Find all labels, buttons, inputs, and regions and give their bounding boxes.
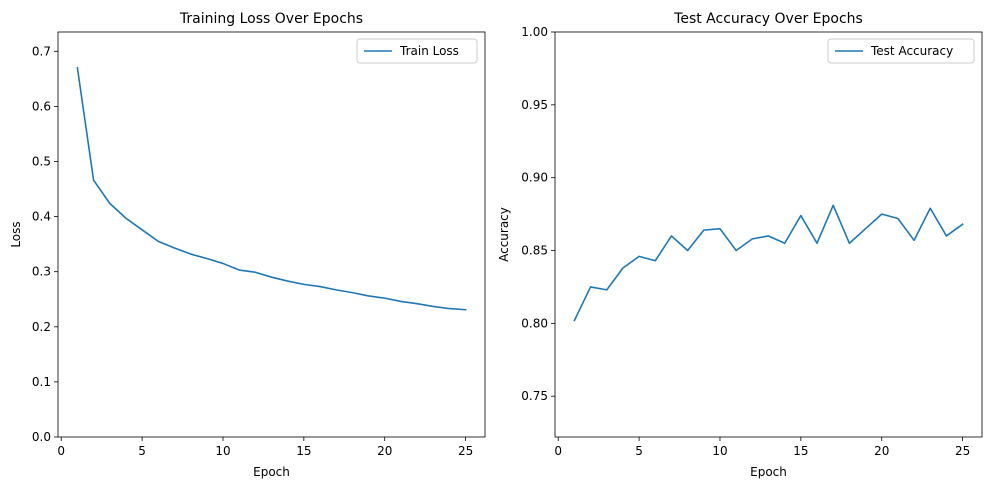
data-point xyxy=(735,250,737,252)
y-tick-label: 0.90 xyxy=(521,171,548,185)
data-point xyxy=(335,289,337,291)
data-point xyxy=(574,320,576,322)
data-point xyxy=(93,179,95,181)
x-axis-label: Epoch xyxy=(750,465,787,479)
data-point xyxy=(77,67,79,69)
data-point xyxy=(416,303,418,305)
data-point xyxy=(384,297,386,299)
data-point xyxy=(400,301,402,303)
y-tick-label: 0.6 xyxy=(32,99,51,113)
data-point xyxy=(800,215,802,217)
y-axis-label: Accuracy xyxy=(497,207,511,262)
chart-title: Test Accuracy Over Epochs xyxy=(673,11,863,27)
x-tick-label: 0 xyxy=(554,444,562,458)
data-point xyxy=(752,238,754,240)
data-point xyxy=(352,292,354,294)
data-point xyxy=(141,229,143,231)
data-point xyxy=(687,250,689,252)
legend-box xyxy=(827,38,975,64)
x-tick-label: 15 xyxy=(793,444,808,458)
y-tick-label: 0.2 xyxy=(32,320,51,334)
plot-frame xyxy=(57,31,486,438)
data-point xyxy=(946,235,948,237)
data-point xyxy=(432,306,434,308)
data-point xyxy=(174,247,176,249)
y-tick-label: 1.00 xyxy=(521,25,548,39)
data-point xyxy=(222,263,224,265)
y-tick-label: 0.1 xyxy=(32,375,51,389)
data-point xyxy=(671,235,673,237)
data-point xyxy=(125,217,127,219)
data-point xyxy=(206,258,208,260)
data-point xyxy=(849,242,851,244)
data-point xyxy=(832,205,834,207)
y-tick-label: 0.3 xyxy=(32,265,51,279)
legend: Test Accuracy xyxy=(827,38,975,64)
data-point xyxy=(190,253,192,255)
data-point xyxy=(929,207,931,209)
data-point xyxy=(622,267,624,269)
plot-frame xyxy=(554,31,983,438)
x-tick-label: 20 xyxy=(874,444,889,458)
y-axis-label: Loss xyxy=(9,221,23,247)
data-point xyxy=(962,224,964,226)
data-point xyxy=(654,260,656,262)
data-point xyxy=(784,242,786,244)
data-point xyxy=(865,228,867,230)
data-point xyxy=(768,235,770,237)
data-point xyxy=(465,309,467,311)
data-point xyxy=(109,203,111,205)
data-point xyxy=(287,280,289,282)
data-point xyxy=(271,276,273,278)
x-tick-label: 0 xyxy=(57,444,65,458)
data-point xyxy=(319,286,321,288)
data-point xyxy=(881,213,883,215)
data-point xyxy=(606,289,608,291)
data-point xyxy=(303,284,305,286)
x-tick-label: 10 xyxy=(215,444,230,458)
legend: Train Loss xyxy=(356,38,478,64)
legend-entry: Train Loss xyxy=(399,44,459,58)
data-point xyxy=(703,229,705,231)
legend-entry: Test Accuracy xyxy=(870,44,953,58)
data-point xyxy=(255,271,257,273)
data-point xyxy=(816,242,818,244)
x-tick-label: 20 xyxy=(377,444,392,458)
y-tick-label: 0.95 xyxy=(521,98,548,112)
data-point xyxy=(238,269,240,271)
x-tick-label: 10 xyxy=(712,444,727,458)
data-point xyxy=(368,295,370,297)
x-tick-label: 25 xyxy=(955,444,970,458)
y-tick-label: 0.7 xyxy=(32,44,51,58)
data-point xyxy=(913,240,915,242)
x-tick-label: 5 xyxy=(635,444,643,458)
x-tick-label: 15 xyxy=(296,444,311,458)
accuracy-chart: Test Accuracy Over Epochs 0 5 10 15 20 25 0.75 0… xyxy=(497,11,983,479)
data-point xyxy=(449,308,451,310)
x-axis-label: Epoch xyxy=(253,465,290,479)
series-line xyxy=(76,66,467,311)
x-tick-label: 25 xyxy=(458,444,473,458)
y-tick-label: 0.5 xyxy=(32,154,51,168)
y-tick-label: 0.4 xyxy=(32,210,51,224)
y-tick-label: 0.85 xyxy=(521,244,548,258)
y-tick-label: 0.0 xyxy=(32,430,51,444)
chart-title: Training Loss Over Epochs xyxy=(179,11,363,27)
y-tick-label: 0.80 xyxy=(521,316,548,330)
legend-box xyxy=(356,38,478,64)
loss-chart: Training Loss Over Epochs 0 5 10 15 20 25 0.0 0.… xyxy=(9,11,486,479)
data-point xyxy=(719,228,721,230)
data-point xyxy=(897,218,899,220)
x-tick-label: 5 xyxy=(138,444,146,458)
series-line xyxy=(573,204,964,322)
data-point xyxy=(590,286,592,288)
data-point xyxy=(638,256,640,258)
data-point xyxy=(157,241,159,243)
y-tick-label: 0.75 xyxy=(521,389,548,403)
